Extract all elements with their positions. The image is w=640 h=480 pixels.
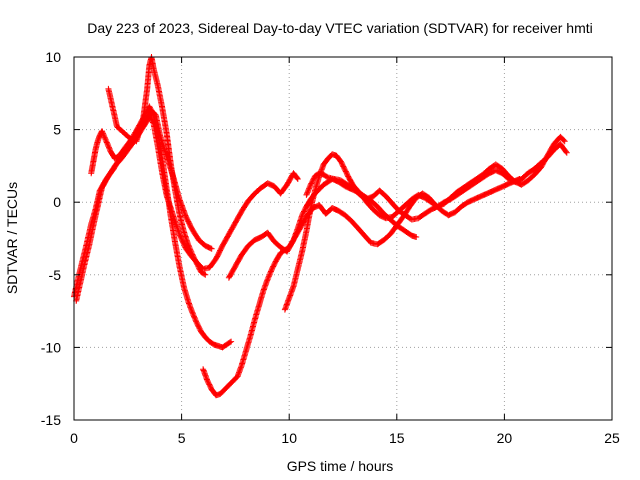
x-tick-label: 25 xyxy=(604,430,620,446)
plot-frame xyxy=(73,56,613,421)
data-point xyxy=(561,138,568,145)
data-point xyxy=(186,243,193,250)
data-point xyxy=(413,234,420,240)
data-point xyxy=(265,274,272,281)
series-sat-d xyxy=(105,54,209,278)
data-point xyxy=(102,136,109,143)
y-tick-label: 0 xyxy=(53,194,61,210)
data-point xyxy=(563,148,569,155)
data-point xyxy=(208,245,215,252)
data-point xyxy=(228,338,235,345)
y-tick-label: -5 xyxy=(49,267,62,283)
series-sat-h xyxy=(303,141,570,223)
x-tick-label: 15 xyxy=(389,430,405,446)
axis-ticks: 0 5 10 15 20 25 -15 -10 -5 0 5 10 xyxy=(41,49,620,446)
grid xyxy=(74,57,612,420)
x-tick-label: 20 xyxy=(497,430,513,446)
series-sat-c xyxy=(88,103,235,351)
data-point xyxy=(202,271,209,278)
x-axis-label: GPS time / hours xyxy=(287,458,394,474)
x-tick-label: 10 xyxy=(281,430,297,446)
data-point xyxy=(99,129,106,136)
data-point xyxy=(201,271,208,278)
data-point xyxy=(563,149,570,156)
data-point xyxy=(266,271,273,278)
chart-title: Day 223 of 2023, Sidereal Day-to-day VTE… xyxy=(87,20,593,36)
data-point xyxy=(294,176,301,182)
y-tick-label: -10 xyxy=(41,339,61,355)
data-point xyxy=(150,110,156,117)
y-tick-label: 5 xyxy=(53,122,61,138)
data-point xyxy=(227,339,233,346)
data-point xyxy=(193,318,200,325)
y-tick-label: 10 xyxy=(45,49,61,65)
data-point xyxy=(101,133,108,140)
data-point xyxy=(294,175,301,181)
data-point xyxy=(191,314,198,321)
data-point xyxy=(268,267,275,274)
x-tick-label: 5 xyxy=(178,430,186,446)
data-point xyxy=(560,137,567,144)
y-axis-label: SDTVAR / TECUs xyxy=(4,182,20,294)
data-markers xyxy=(71,54,570,399)
x-tick-label: 0 xyxy=(70,430,78,446)
y-tick-label: -15 xyxy=(41,412,61,428)
